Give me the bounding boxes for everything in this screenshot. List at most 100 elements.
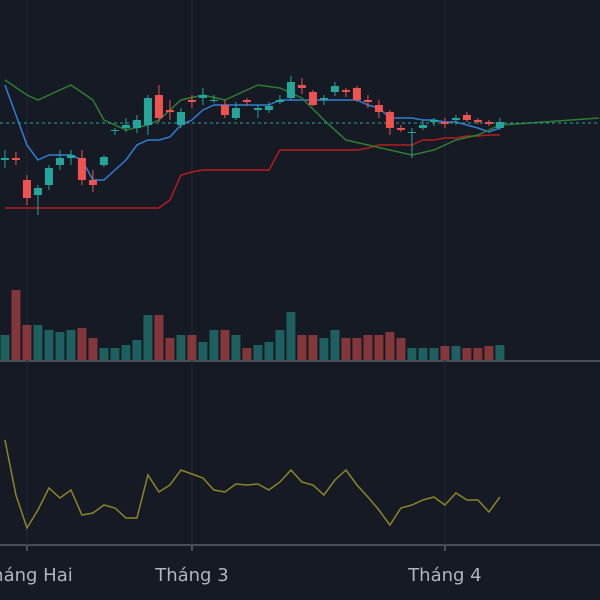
volume-bar: [484, 346, 494, 360]
candle-body: [440, 122, 449, 124]
candle-body: [429, 120, 438, 122]
volume-bar: [110, 348, 120, 360]
volume-bar: [0, 335, 10, 360]
volume-bar: [374, 335, 384, 360]
volume-bar: [330, 330, 340, 360]
volume-bar: [363, 335, 373, 360]
candle-body: [352, 88, 361, 100]
x-tick-label: Tháng 3: [154, 565, 228, 586]
candle-body: [0, 158, 9, 160]
candle-body: [286, 82, 295, 98]
volume-bar: [418, 348, 428, 360]
volume-bar: [11, 290, 21, 360]
volume-bar: [77, 328, 87, 360]
volume-bar: [473, 348, 483, 360]
candle-body: [121, 125, 130, 128]
volume-bar: [198, 342, 208, 360]
candle-body: [220, 105, 229, 115]
volume-bar: [99, 348, 109, 360]
candle-body: [473, 120, 482, 122]
volume-bar: [176, 335, 186, 360]
volume-bar: [154, 315, 164, 360]
candle-body: [77, 158, 86, 180]
candle-body: [33, 188, 42, 195]
candle-body: [330, 86, 339, 92]
volume-bar: [66, 330, 76, 360]
volume-bar: [286, 312, 296, 360]
candle-body: [66, 155, 75, 158]
candle-body: [308, 92, 317, 105]
candle-body: [22, 180, 31, 198]
volume-bar: [396, 338, 406, 360]
x-tick-label: Tháng 4: [407, 565, 481, 586]
candle-body: [132, 120, 141, 128]
candle-body: [396, 128, 405, 130]
candle-body: [407, 132, 416, 133]
candle-body: [462, 115, 471, 120]
candle-body: [11, 158, 20, 160]
volume-bar: [462, 348, 472, 360]
candle-body: [143, 98, 152, 125]
volume-bar: [88, 338, 98, 360]
candle-body: [88, 180, 97, 185]
candle-body: [253, 108, 262, 110]
candle-body: [275, 100, 284, 102]
volume-bar: [143, 315, 153, 360]
volume-bar: [440, 346, 450, 360]
volume-bar: [231, 335, 241, 360]
volume-bar: [22, 325, 32, 360]
candle-body: [363, 100, 372, 102]
oscillator-line: [4, 439, 501, 530]
volume-bar: [341, 338, 351, 360]
candle-body: [418, 125, 427, 128]
volume-bar: [495, 345, 505, 360]
volume-bar: [220, 330, 230, 360]
candle-body: [374, 105, 383, 112]
candle-body: [495, 122, 504, 128]
volume-bar: [451, 346, 461, 360]
candle-body: [264, 106, 273, 110]
volume-bar: [165, 338, 175, 360]
volume-bar: [297, 335, 307, 360]
volume-bar: [264, 342, 274, 360]
volume-bar: [319, 338, 329, 360]
volume-bar: [275, 330, 285, 360]
volume-bar: [121, 345, 131, 360]
candle-body: [187, 100, 196, 102]
volume-bar: [132, 340, 142, 360]
candle-body: [176, 112, 185, 125]
candle-body: [154, 95, 163, 118]
candle-body: [451, 118, 460, 120]
candle-body: [319, 98, 328, 100]
volume-bar: [385, 332, 395, 360]
indicator-line: [4, 134, 500, 209]
volume-bar: [44, 330, 54, 360]
candle-body: [484, 122, 493, 124]
candle-body: [198, 95, 207, 98]
candle-body: [385, 112, 394, 128]
volume-bar: [407, 348, 417, 360]
volume-bar: [352, 338, 362, 360]
indicator-line: [4, 84, 501, 181]
indicator-line: [4, 79, 599, 156]
x-tick-label: Tháng Hai: [0, 565, 73, 586]
candle-body: [44, 168, 53, 185]
candle-body: [209, 100, 218, 101]
volume-bar: [242, 348, 252, 360]
candle-body: [165, 110, 174, 112]
candle-body: [55, 158, 64, 165]
volume-bar: [209, 330, 219, 360]
candle-body: [99, 157, 108, 165]
candle-body: [297, 85, 306, 88]
volume-bar: [429, 348, 439, 360]
candle-body: [231, 108, 240, 118]
volume-bar: [253, 345, 263, 360]
candle-body: [242, 100, 251, 102]
candle-body: [341, 90, 350, 92]
volume-bar: [55, 332, 65, 360]
volume-bar: [308, 335, 318, 360]
candle-body: [110, 130, 119, 131]
